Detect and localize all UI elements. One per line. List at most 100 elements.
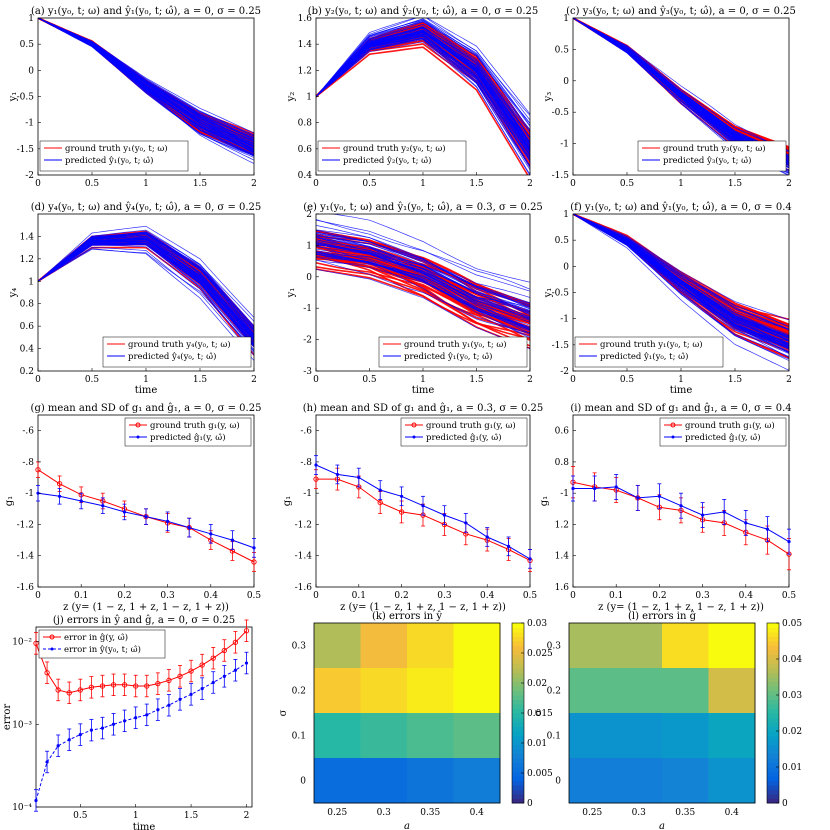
series-line-truth — [316, 266, 530, 347]
panel-d: 0 0.5 1 1.5 2 0.2 0.4 0.6 0.8 1 1.2 1.4 (d) y₄(y₀, t… — [8, 202, 261, 396]
colorbar-segment — [512, 753, 524, 759]
colorbar-tick-label: 0.02 — [527, 679, 547, 689]
data-point — [222, 674, 226, 678]
data-point — [111, 722, 116, 726]
series-line-pred — [316, 21, 530, 130]
series-line-pred — [573, 214, 789, 358]
colorbar-segment — [767, 677, 779, 682]
y-tick-label: 0.8 — [555, 458, 570, 468]
series-line-pred — [38, 248, 254, 352]
colorbar-segment — [767, 623, 779, 628]
panel-title: (i) mean and SD of g₁ and ĝ₁, a = 0, σ =… — [570, 403, 791, 414]
y-tick-label: -.6 — [300, 427, 312, 437]
legend-entry: ground truth g₁(y, ω) — [426, 420, 516, 431]
x-tick-label: 1.5 — [728, 179, 743, 189]
legend-entry: error in ŷ(y₀, t; ω̂) — [64, 644, 141, 655]
series-line-truth — [38, 235, 254, 335]
data-point — [378, 488, 382, 492]
series-line-pred — [38, 18, 254, 148]
panel-g: 0 0.1 0.2 0.3 0.4 0.5 -1.6 -1.4 -1.2 -1 -.8 -.6 (g) … — [4, 403, 261, 613]
y-tick-label: 0.4 — [20, 345, 35, 355]
x-tick-label: 0 — [313, 591, 319, 601]
axes-frame — [315, 414, 531, 588]
x-tick-label: 1.5 — [469, 179, 484, 189]
series-line-pred — [573, 214, 789, 348]
data-point — [167, 703, 171, 707]
x-tick-label: 0 — [570, 375, 576, 385]
colorbar-segment — [512, 726, 524, 732]
colorbar-segment — [512, 681, 524, 687]
y-axis-label: y₁ — [8, 92, 19, 103]
series-line-pred — [573, 214, 789, 371]
data-point — [221, 647, 227, 654]
data-point — [679, 504, 683, 508]
series-line-pred — [316, 229, 530, 304]
y-tick-label: -.8 — [22, 458, 34, 468]
series-line-pred — [573, 214, 789, 330]
y-tick-label: -2 — [303, 336, 312, 346]
series-line-pred — [573, 214, 789, 321]
colorbar-segment — [767, 641, 779, 646]
legend-marker — [670, 422, 676, 428]
series-line-pred — [38, 18, 254, 136]
colorbar-segment — [767, 740, 779, 745]
colorbar-segment — [512, 623, 524, 628]
heatmap-cell — [360, 623, 408, 669]
data-point — [144, 683, 150, 689]
data-point — [528, 557, 532, 561]
colorbar-segment — [512, 650, 524, 655]
x-tick-label: 0.4 — [480, 591, 495, 601]
data-point — [133, 683, 139, 689]
series-line-pred — [573, 214, 789, 350]
y-tick-label: -2 — [560, 367, 569, 377]
colorbar-segment — [767, 762, 779, 768]
legend-entry: predicted ŷ₁(y₀, t; ω̂) — [600, 351, 688, 362]
legend-entry: predicted ŷ₁(y₀, t; ω̂) — [404, 351, 492, 362]
x-tick-label: 1 — [678, 375, 684, 385]
colorbar-segment — [767, 690, 779, 696]
data-point — [35, 467, 41, 473]
x-tick-label: 2 — [786, 375, 792, 385]
data-point — [66, 690, 72, 696]
colorbar-segment — [767, 744, 779, 750]
heatmap-cell — [453, 758, 501, 804]
y-tick-label: 0.2 — [292, 687, 306, 697]
colorbar-segment — [512, 695, 524, 700]
heatmap-cell — [407, 668, 454, 714]
colorbar-tick-label: 0.005 — [527, 769, 553, 779]
x-tick-label: 0.35 — [675, 808, 695, 818]
series-line-pred — [316, 239, 530, 314]
data-point — [233, 668, 237, 672]
series-line-pred — [38, 18, 254, 140]
series-line-truth — [316, 25, 530, 138]
x-axis-label: time — [135, 385, 158, 396]
series-line-pred — [38, 225, 254, 318]
colorbar-segment — [767, 767, 779, 772]
data-point — [252, 546, 256, 550]
series-line-pred — [38, 18, 254, 154]
x-tick-label: 2 — [786, 179, 792, 189]
y-tick-label: 0.5 — [555, 45, 570, 55]
heatmap-cell — [314, 623, 361, 669]
series-line-pred — [316, 239, 530, 315]
data-point — [442, 513, 446, 517]
y-tick-label: -.8 — [300, 458, 312, 468]
data-point — [251, 559, 257, 565]
colorbar-segment — [512, 677, 524, 682]
series-line-pred — [316, 225, 530, 298]
y-tick-label: 10⁻³ — [12, 720, 32, 730]
y-tick-label: 1.2 — [20, 255, 34, 265]
series-line-pred — [38, 234, 254, 332]
data-point — [357, 475, 361, 480]
panel-h: 0 0.1 0.2 0.3 0.4 0.5 -1.6 -1.4 -1.2 -1 -.8 -.6 (h) … — [282, 403, 543, 613]
y-tick-label: 1.6 — [555, 583, 570, 593]
colorbar-segment — [512, 704, 524, 709]
series-line-pred — [316, 219, 530, 292]
panel-title: (a) y₁(y₀, t; ω) and ŷ₁(y₀, t; ω̂), a = … — [31, 6, 261, 17]
x-tick-label: 0 — [570, 179, 576, 189]
series-line-pred — [38, 246, 254, 356]
colorbar-segment — [512, 627, 524, 633]
y-tick-label: -1 — [25, 119, 34, 129]
colorbar-segment — [767, 758, 779, 763]
y-tick-label: 1 — [306, 93, 312, 103]
